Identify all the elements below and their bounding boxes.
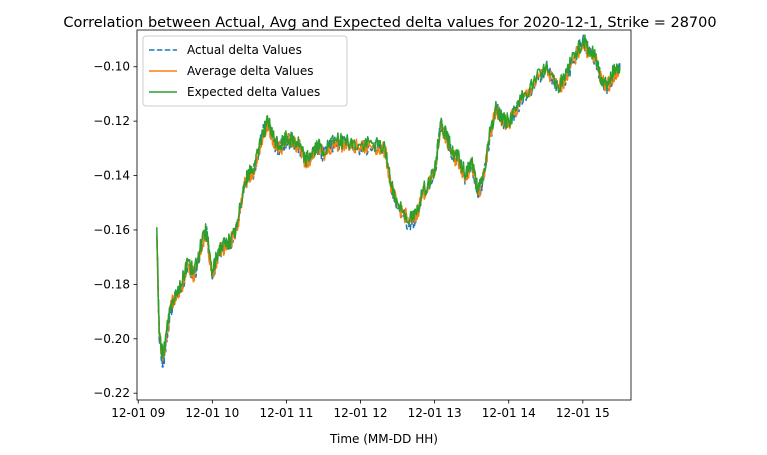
y-tick-label: −0.20: [93, 332, 130, 346]
x-tick-label: 12-01 10: [185, 406, 239, 420]
y-tick-label: −0.16: [93, 223, 130, 237]
x-tick-label: 12-01 09: [111, 406, 165, 420]
legend-label: Expected delta Values: [187, 85, 320, 99]
legend-label: Average delta Values: [187, 64, 314, 78]
y-tick-label: −0.18: [93, 277, 130, 291]
x-axis: 12-01 09 12-01 10 12-01 11 12-01 12 12-01 13…: [111, 400, 610, 420]
x-axis-label: Time (MM-DD HH): [329, 432, 438, 446]
y-tick-label: −0.10: [93, 60, 130, 74]
x-tick-label: 12-01 14: [482, 406, 536, 420]
x-tick-label: 12-01 11: [259, 406, 313, 420]
y-tick-label: −0.12: [93, 114, 130, 128]
plot-frame: [136, 29, 632, 401]
x-tick-label: 12-01 15: [556, 406, 610, 420]
y-axis: −0.22 −0.20 −0.18 −0.16 −0.14 −0.12 −0.10: [93, 60, 137, 400]
series-line-expected-delta-values: [156, 34, 621, 359]
legend-box: [142, 35, 348, 107]
chart-title: Correlation between Actual, Avg and Expe…: [63, 15, 716, 31]
y-tick-label: −0.22: [93, 386, 130, 400]
series-layer: [156, 34, 621, 368]
y-tick-label: −0.14: [93, 169, 130, 183]
x-tick-label: 12-01 12: [334, 406, 388, 420]
legend: Actual delta Values Average delta Values E…: [142, 35, 348, 107]
legend-label: Actual delta Values: [187, 43, 302, 57]
x-tick-label: 12-01 13: [408, 406, 462, 420]
